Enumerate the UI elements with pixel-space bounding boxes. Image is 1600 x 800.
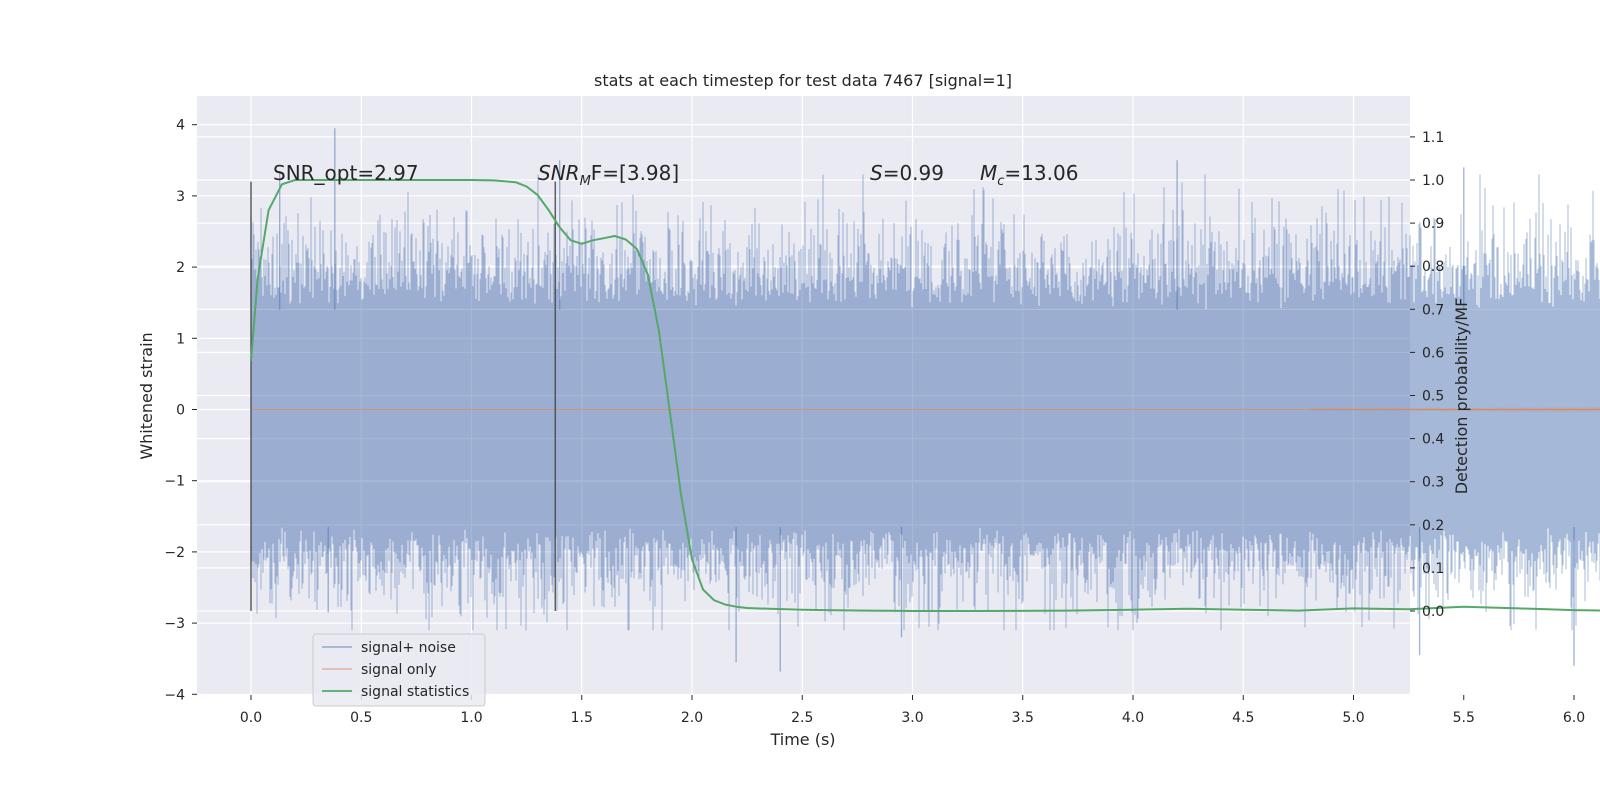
x-tick-label: 0.0 (240, 710, 262, 726)
signal-statistics-series (250, 179, 1600, 612)
chart-title: stats at each timestep for test data 746… (594, 71, 1012, 90)
y-left-tick-label: 0 (176, 403, 185, 419)
x-tick-label: 5.0 (1342, 710, 1364, 726)
y-axis-title-left: Whitened strain (137, 332, 156, 459)
signal-only-series (251, 406, 1600, 413)
y-left-tick-label: −2 (164, 545, 185, 561)
y-left-tick-label: −3 (164, 616, 185, 632)
x-tick-label: 6.0 (1563, 710, 1585, 726)
x-axis-title: Time (s) (769, 730, 835, 749)
y-right-tick-label: 1.1 (1422, 130, 1444, 146)
x-tick-label: 3.0 (901, 710, 923, 726)
x-tick-label: 4.5 (1232, 710, 1254, 726)
x-tick-label: 4.0 (1122, 710, 1144, 726)
x-tick-label: 0.5 (350, 710, 372, 726)
y-left-tick-label: 3 (176, 189, 185, 205)
y-right-tick-label: 0.0 (1422, 604, 1444, 620)
x-tick-label: 3.5 (1012, 710, 1034, 726)
y-left-tick-label: 1 (176, 331, 185, 347)
noise-peak-spikes (279, 128, 1575, 672)
y-right-tick-label: 0.6 (1422, 345, 1444, 361)
annotation-s: S=0.99 (870, 161, 944, 185)
y-left-tick-label: −1 (164, 474, 185, 490)
legend-box (312, 633, 486, 707)
y-right-tick-label: 0.5 (1422, 389, 1444, 405)
vertical-markers (250, 181, 557, 611)
y-right-tick-label: 0.3 (1422, 475, 1444, 491)
legend-label-signal-statistics: signal statistics (361, 684, 469, 700)
signal-chirp (1309, 406, 1600, 413)
y-right-tick-label: 0.7 (1422, 302, 1444, 318)
x-tick-label: 1.5 (571, 710, 593, 726)
x-tick-label: 2.5 (791, 710, 813, 726)
legend: signal+ noise signal only signal statist… (312, 633, 486, 707)
x-tick-label: 2.0 (681, 710, 703, 726)
annotations: SNR_opt=2.97 SNRMF=[3.98] S=0.99 Mc=13.0… (273, 161, 1078, 189)
signal-noise-series (250, 128, 1600, 672)
y-right-tick-label: 1.0 (1422, 173, 1444, 189)
y-left-tick-label: 2 (176, 260, 185, 276)
x-tick-label: 1.0 (460, 710, 482, 726)
y-right-tick-label: 0.2 (1422, 518, 1444, 534)
annotation-snr-mf: SNRMF=[3.98] (538, 161, 679, 189)
signal-statistics-line (250, 179, 1600, 612)
y-right-tick-label: 0.1 (1422, 561, 1444, 577)
legend-label-signal-noise: signal+ noise (361, 640, 456, 656)
y-left-tick-label: −4 (164, 687, 185, 703)
y-left-tick-label: 4 (176, 118, 185, 134)
legend-label-signal-only: signal only (361, 662, 436, 678)
y-right-tick-label: 0.8 (1422, 259, 1444, 275)
y-right-tick-label: 0.4 (1422, 432, 1444, 448)
noise-core-band (251, 309, 1600, 527)
y-right-tick-label: 0.9 (1422, 216, 1444, 232)
annotation-snr-opt: SNR_opt=2.97 (273, 161, 419, 185)
axis-ticks: 0.00.51.01.52.02.53.03.54.04.55.05.56.06… (164, 118, 1585, 726)
x-tick-label: 5.5 (1453, 710, 1475, 726)
annotation-mc: Mc=13.06 (980, 161, 1078, 189)
y-axis-title-right: Detection probability/MF (1452, 298, 1471, 495)
